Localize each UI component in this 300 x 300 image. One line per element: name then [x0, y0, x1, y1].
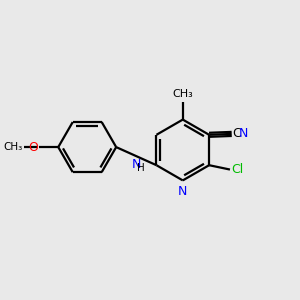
Text: CH₃: CH₃	[3, 142, 22, 152]
Text: O: O	[29, 141, 39, 154]
Text: Cl: Cl	[231, 163, 243, 176]
Text: N: N	[132, 158, 142, 171]
Text: N: N	[239, 128, 249, 140]
Text: CH₃: CH₃	[172, 89, 193, 99]
Text: H: H	[137, 163, 145, 173]
Text: N: N	[178, 185, 188, 198]
Text: C: C	[232, 128, 241, 140]
